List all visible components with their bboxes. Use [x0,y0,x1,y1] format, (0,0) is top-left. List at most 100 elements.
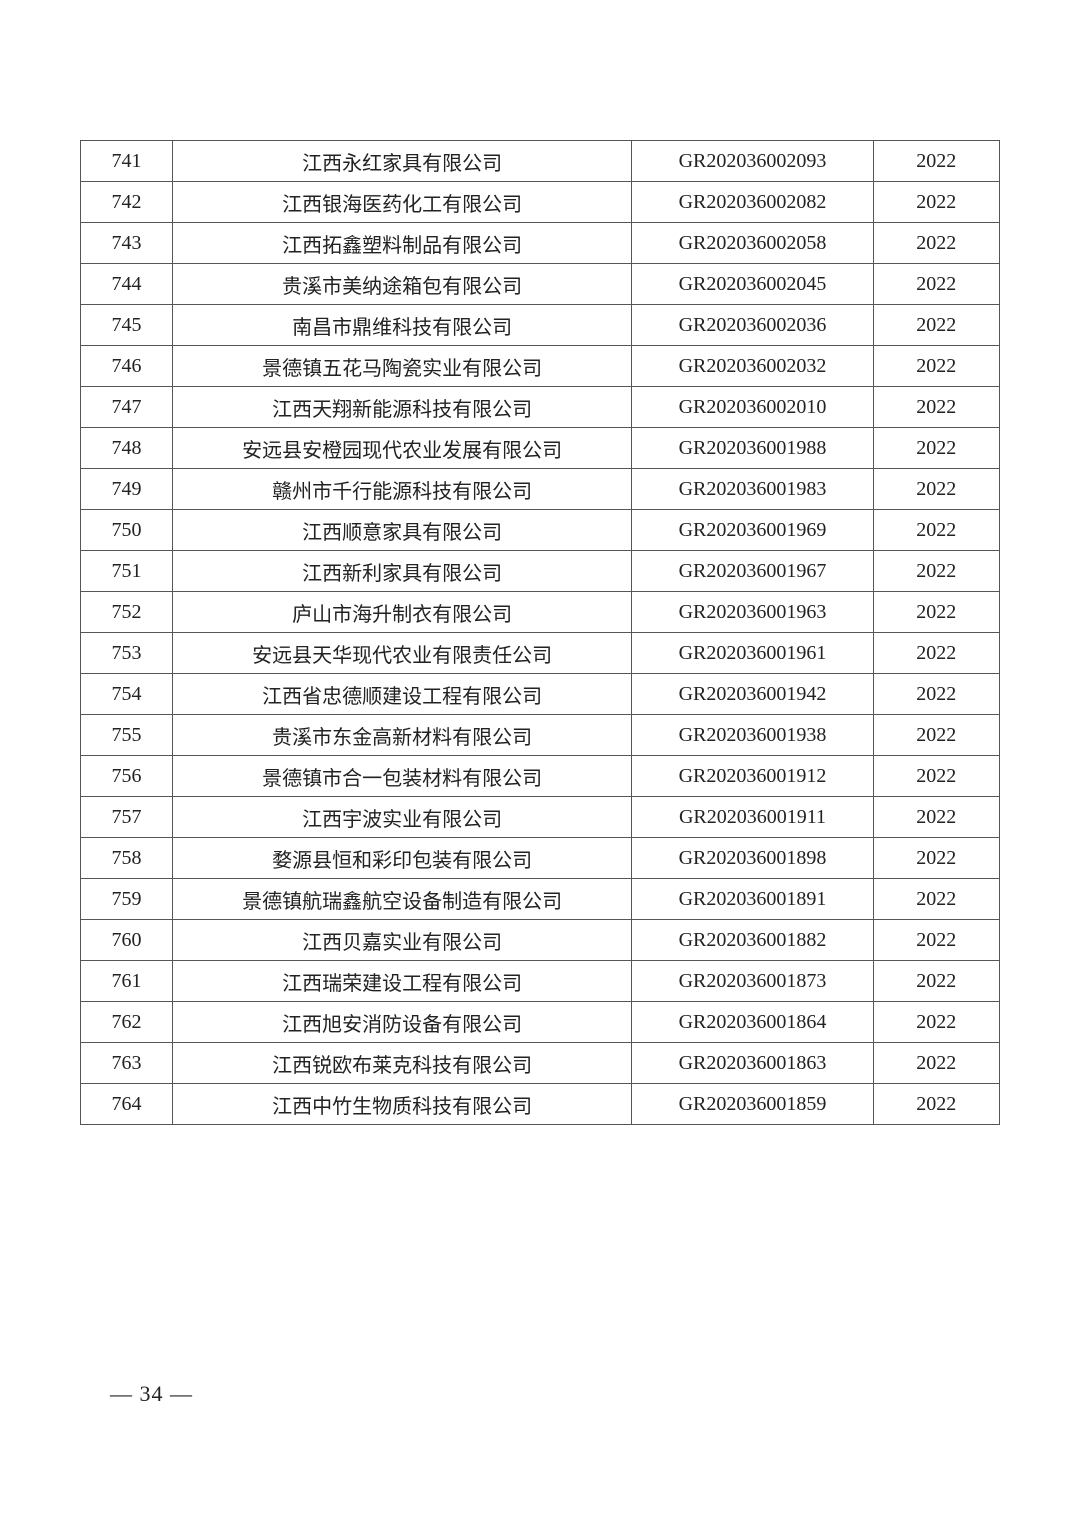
cell-year: 2022 [873,1002,999,1043]
cell-year: 2022 [873,756,999,797]
table-row: 752庐山市海升制衣有限公司GR2020360019632022 [81,592,1000,633]
cell-idx: 747 [81,387,173,428]
cell-idx: 760 [81,920,173,961]
cell-year: 2022 [873,592,999,633]
cell-year: 2022 [873,469,999,510]
cell-name: 赣州市千行能源科技有限公司 [172,469,631,510]
cell-code: GR202036001891 [632,879,873,920]
cell-idx: 743 [81,223,173,264]
cell-year: 2022 [873,346,999,387]
cell-name: 贵溪市东金高新材料有限公司 [172,715,631,756]
cell-year: 2022 [873,223,999,264]
table-row: 764江西中竹生物质科技有限公司GR2020360018592022 [81,1084,1000,1125]
cell-year: 2022 [873,879,999,920]
cell-idx: 741 [81,141,173,182]
cell-idx: 744 [81,264,173,305]
table-row: 743江西拓鑫塑料制品有限公司GR2020360020582022 [81,223,1000,264]
cell-idx: 758 [81,838,173,879]
table-row: 753安远县天华现代农业有限责任公司GR2020360019612022 [81,633,1000,674]
table-row: 763江西锐欧布莱克科技有限公司GR2020360018632022 [81,1043,1000,1084]
cell-name: 江西拓鑫塑料制品有限公司 [172,223,631,264]
cell-idx: 755 [81,715,173,756]
cell-code: GR202036001863 [632,1043,873,1084]
cell-name: 江西宇波实业有限公司 [172,797,631,838]
table-row: 756景德镇市合一包装材料有限公司GR2020360019122022 [81,756,1000,797]
cell-idx: 757 [81,797,173,838]
table-row: 755贵溪市东金高新材料有限公司GR2020360019382022 [81,715,1000,756]
cell-idx: 751 [81,551,173,592]
table-row: 751江西新利家具有限公司GR2020360019672022 [81,551,1000,592]
cell-year: 2022 [873,305,999,346]
cell-name: 江西永红家具有限公司 [172,141,631,182]
cell-name: 江西新利家具有限公司 [172,551,631,592]
cell-name: 江西省忠德顺建设工程有限公司 [172,674,631,715]
cell-code: GR202036001983 [632,469,873,510]
cell-code: GR202036001911 [632,797,873,838]
table-row: 745南昌市鼎维科技有限公司GR2020360020362022 [81,305,1000,346]
cell-idx: 761 [81,961,173,1002]
table-row: 747江西天翔新能源科技有限公司GR2020360020102022 [81,387,1000,428]
cell-name: 江西贝嘉实业有限公司 [172,920,631,961]
cell-name: 景德镇市合一包装材料有限公司 [172,756,631,797]
cell-idx: 764 [81,1084,173,1125]
table-row: 760江西贝嘉实业有限公司GR2020360018822022 [81,920,1000,961]
company-table: 741江西永红家具有限公司GR2020360020932022742江西银海医药… [80,140,1000,1125]
cell-year: 2022 [873,961,999,1002]
cell-year: 2022 [873,1084,999,1125]
cell-name: 婺源县恒和彩印包装有限公司 [172,838,631,879]
cell-name: 安远县安橙园现代农业发展有限公司 [172,428,631,469]
cell-code: GR202036001864 [632,1002,873,1043]
table-row: 749赣州市千行能源科技有限公司GR2020360019832022 [81,469,1000,510]
cell-name: 安远县天华现代农业有限责任公司 [172,633,631,674]
company-table-body: 741江西永红家具有限公司GR2020360020932022742江西银海医药… [81,141,1000,1125]
table-row: 741江西永红家具有限公司GR2020360020932022 [81,141,1000,182]
table-row: 757江西宇波实业有限公司GR2020360019112022 [81,797,1000,838]
cell-name: 庐山市海升制衣有限公司 [172,592,631,633]
cell-name: 景德镇航瑞鑫航空设备制造有限公司 [172,879,631,920]
table-row: 754江西省忠德顺建设工程有限公司GR2020360019422022 [81,674,1000,715]
cell-code: GR202036001969 [632,510,873,551]
cell-idx: 746 [81,346,173,387]
cell-name: 南昌市鼎维科技有限公司 [172,305,631,346]
table-row: 758婺源县恒和彩印包装有限公司GR2020360018982022 [81,838,1000,879]
cell-code: GR202036001882 [632,920,873,961]
cell-name: 江西银海医药化工有限公司 [172,182,631,223]
cell-year: 2022 [873,715,999,756]
cell-year: 2022 [873,510,999,551]
cell-year: 2022 [873,428,999,469]
cell-name: 江西中竹生物质科技有限公司 [172,1084,631,1125]
cell-code: GR202036001912 [632,756,873,797]
cell-year: 2022 [873,387,999,428]
cell-year: 2022 [873,674,999,715]
cell-code: GR202036001938 [632,715,873,756]
table-row: 746景德镇五花马陶瓷实业有限公司GR2020360020322022 [81,346,1000,387]
cell-code: GR202036002036 [632,305,873,346]
cell-idx: 759 [81,879,173,920]
cell-name: 江西旭安消防设备有限公司 [172,1002,631,1043]
cell-code: GR202036002010 [632,387,873,428]
cell-code: GR202036001967 [632,551,873,592]
cell-idx: 763 [81,1043,173,1084]
cell-code: GR202036001963 [632,592,873,633]
cell-year: 2022 [873,1043,999,1084]
cell-idx: 742 [81,182,173,223]
table-row: 742江西银海医药化工有限公司GR2020360020822022 [81,182,1000,223]
cell-name: 江西瑞荣建设工程有限公司 [172,961,631,1002]
cell-year: 2022 [873,551,999,592]
cell-name: 江西锐欧布莱克科技有限公司 [172,1043,631,1084]
table-row: 750江西顺意家具有限公司GR2020360019692022 [81,510,1000,551]
table-row: 762江西旭安消防设备有限公司GR2020360018642022 [81,1002,1000,1043]
cell-year: 2022 [873,141,999,182]
table-row: 761江西瑞荣建设工程有限公司GR2020360018732022 [81,961,1000,1002]
table-row: 744贵溪市美纳途箱包有限公司GR2020360020452022 [81,264,1000,305]
cell-year: 2022 [873,838,999,879]
page-number: — 34 — [110,1381,193,1407]
cell-name: 江西天翔新能源科技有限公司 [172,387,631,428]
cell-idx: 750 [81,510,173,551]
cell-name: 贵溪市美纳途箱包有限公司 [172,264,631,305]
cell-code: GR202036001898 [632,838,873,879]
cell-code: GR202036001873 [632,961,873,1002]
cell-code: GR202036001988 [632,428,873,469]
cell-code: GR202036002093 [632,141,873,182]
cell-year: 2022 [873,182,999,223]
